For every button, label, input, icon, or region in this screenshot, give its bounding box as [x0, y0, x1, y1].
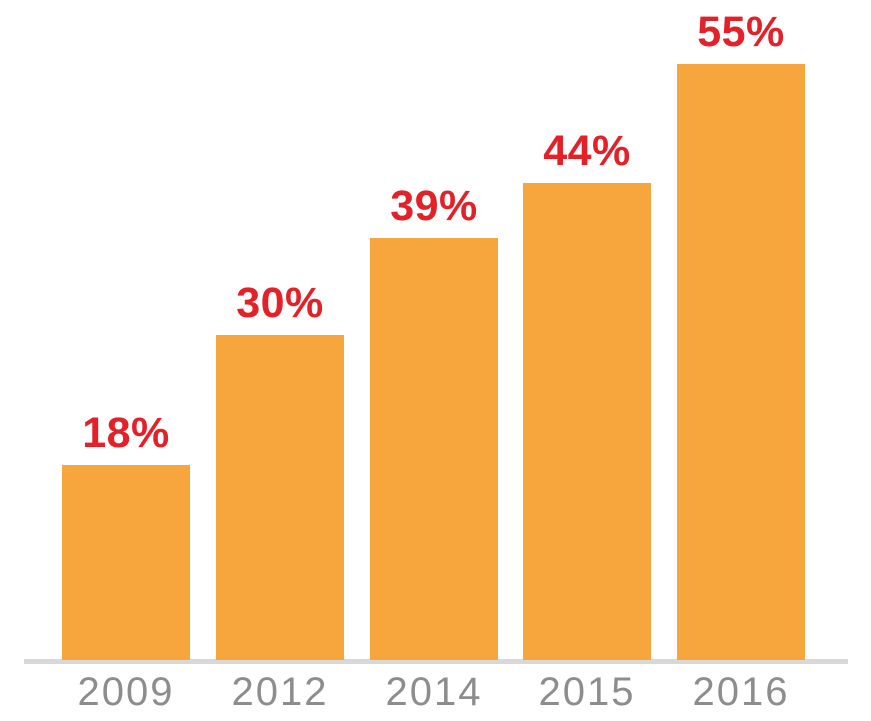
x-axis-line — [24, 659, 848, 664]
bar-group: 39% 2014 — [370, 0, 498, 721]
x-axis-label: 2014 — [385, 670, 483, 714]
bar-value-label: 39% — [390, 182, 478, 230]
bar-group: 55% 2016 — [677, 0, 805, 721]
bar — [216, 335, 344, 660]
bar-value-label: 18% — [82, 409, 170, 457]
bar — [677, 64, 805, 660]
x-axis-label: 2016 — [692, 670, 790, 714]
bar-group: 30% 2012 — [216, 0, 344, 721]
x-axis-label: 2015 — [538, 670, 636, 714]
x-axis-label: 2012 — [231, 670, 329, 714]
bar — [370, 238, 498, 660]
bar-value-label: 44% — [543, 127, 631, 175]
bar — [62, 465, 190, 660]
bar-value-label: 30% — [236, 279, 324, 327]
bar-group: 44% 2015 — [523, 0, 651, 721]
x-axis-label: 2009 — [77, 670, 175, 714]
bar-value-label: 55% — [697, 8, 785, 56]
bar — [523, 183, 651, 660]
bar-group: 18% 2009 — [62, 0, 190, 721]
